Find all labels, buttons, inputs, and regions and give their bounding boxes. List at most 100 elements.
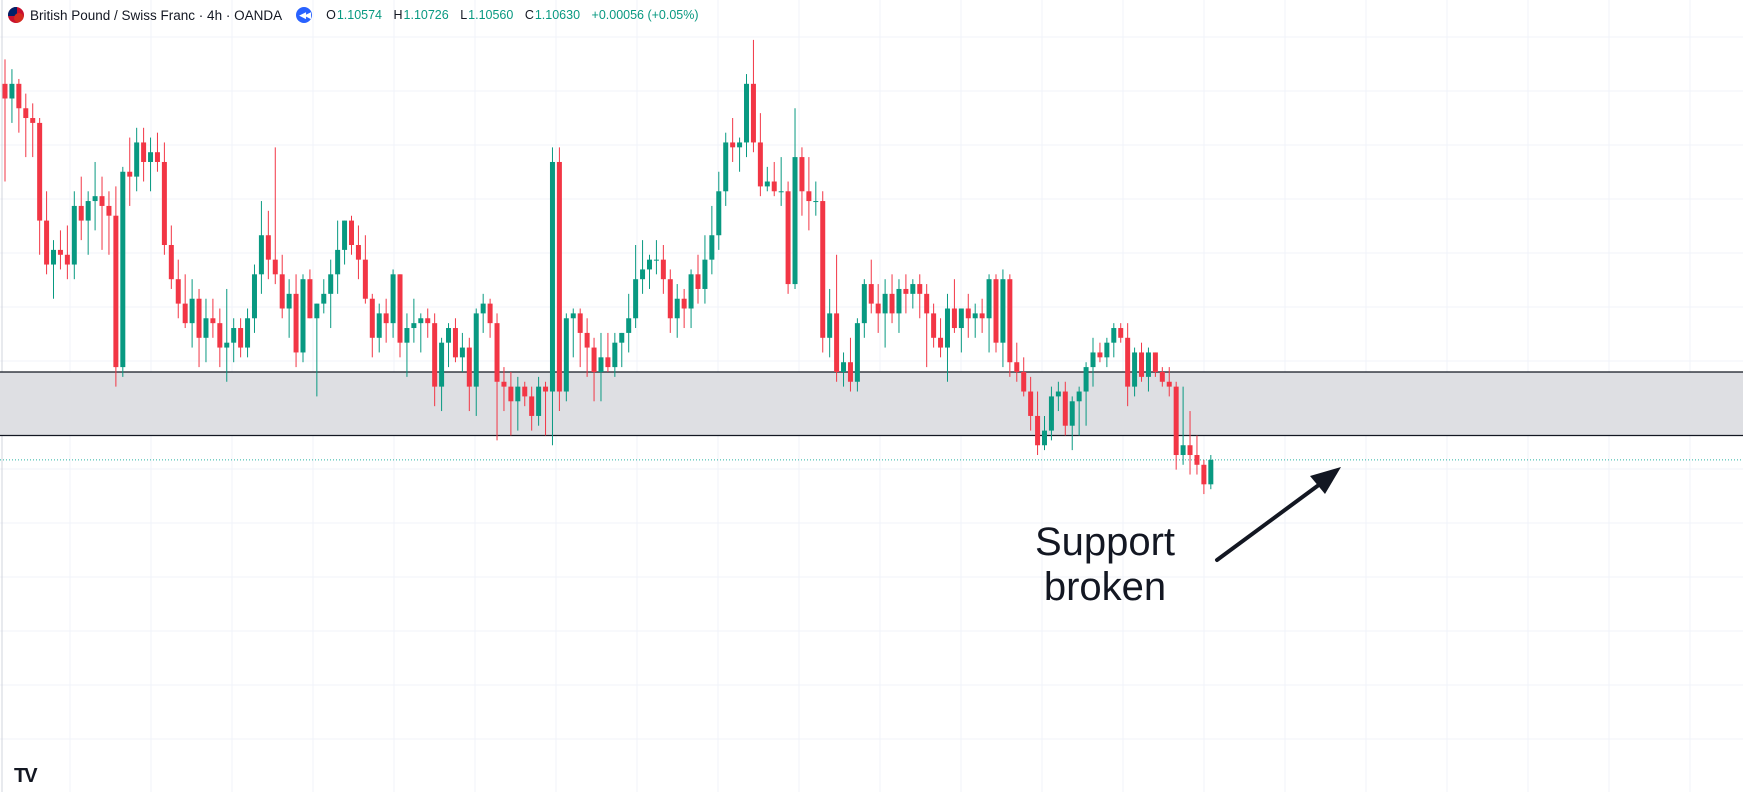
candle-body (2, 83, 8, 99)
candle-body (480, 303, 486, 314)
candle-body (1173, 386, 1179, 456)
candle (716, 171, 722, 250)
candle-body (522, 386, 528, 397)
candle (1062, 381, 1068, 436)
candle (175, 259, 181, 319)
candle-body (501, 381, 507, 387)
candle (383, 298, 389, 343)
candle-body (300, 279, 306, 353)
candle (411, 298, 417, 343)
candle (418, 313, 424, 353)
candle-body (806, 191, 812, 202)
candle (279, 254, 285, 319)
candle-body (556, 161, 562, 392)
candle (272, 147, 278, 285)
candle-body (459, 347, 465, 358)
candle (938, 318, 944, 358)
candle (660, 245, 666, 294)
candle-body (986, 279, 992, 319)
candle-body (342, 220, 348, 250)
candle-body (1208, 459, 1214, 485)
candle-body (965, 308, 971, 319)
candle (30, 103, 36, 158)
candle (1132, 347, 1138, 397)
candle-body (993, 279, 999, 343)
candle-body (633, 279, 639, 319)
candle (134, 127, 140, 192)
candle (168, 225, 174, 289)
candle (924, 284, 930, 368)
candle (951, 279, 957, 333)
candle-body (979, 313, 985, 319)
high-value: 1.10726 (403, 8, 449, 22)
rewind-icon[interactable]: ◀◀ (296, 7, 313, 23)
tradingview-logo[interactable]: TV (14, 765, 38, 787)
candle-body (113, 215, 119, 368)
candle (834, 254, 840, 382)
candle-body (785, 191, 791, 285)
candle (494, 313, 500, 441)
candle (23, 93, 29, 158)
candle (251, 264, 257, 333)
candle-body (369, 298, 375, 338)
candle (390, 269, 396, 338)
support-broken-annotation[interactable]: Support broken (1020, 520, 1190, 610)
candle-body (92, 196, 98, 202)
candle (1000, 269, 1006, 368)
candle (827, 288, 833, 358)
candle (342, 220, 348, 265)
candle-body (972, 313, 978, 319)
candle (1097, 342, 1103, 363)
candle-body (355, 245, 361, 260)
candle (1111, 323, 1117, 358)
candle-body (612, 342, 618, 368)
candle (522, 381, 528, 407)
candle (501, 367, 507, 412)
candle (307, 269, 313, 319)
candle (127, 137, 133, 206)
candle (459, 332, 465, 372)
candle (785, 181, 791, 294)
candle (397, 274, 403, 358)
candle-body (910, 284, 916, 294)
support-zone[interactable] (0, 371, 1743, 436)
candle (1042, 415, 1047, 451)
candle (570, 308, 576, 358)
candle-body (944, 308, 950, 348)
candle (210, 298, 216, 338)
candle (792, 108, 798, 289)
candle (189, 279, 195, 348)
candle-body (1062, 391, 1068, 426)
candle-body (425, 318, 431, 324)
candle (931, 303, 937, 348)
candle-body (473, 313, 479, 387)
annotation-arrow[interactable] (1215, 467, 1341, 562)
close-key: C (524, 8, 534, 22)
candle-body (57, 249, 63, 255)
candle-body (778, 191, 784, 193)
candle-body (515, 386, 521, 402)
candle (633, 245, 639, 329)
candle-body (293, 293, 299, 353)
candle (1152, 352, 1158, 377)
candle-body (161, 161, 167, 246)
candle-body (1007, 279, 1013, 363)
candle-body (529, 396, 535, 416)
candle-body (591, 347, 597, 372)
candle-body (896, 288, 902, 314)
candle (979, 298, 985, 333)
candle (2, 59, 8, 182)
symbol-title[interactable]: British Pound / Swiss Franc · 4h · OANDA (30, 7, 283, 23)
candle-body (210, 318, 216, 324)
candle-body (362, 259, 368, 299)
candle (286, 279, 292, 338)
annotation-line-1: Support (1034, 520, 1176, 564)
candle-body (487, 303, 493, 324)
candle-body (44, 220, 50, 265)
candle-body (349, 220, 354, 246)
candle (723, 132, 729, 206)
candle-body (16, 83, 22, 109)
candle (161, 142, 167, 255)
candle-body (702, 259, 708, 289)
